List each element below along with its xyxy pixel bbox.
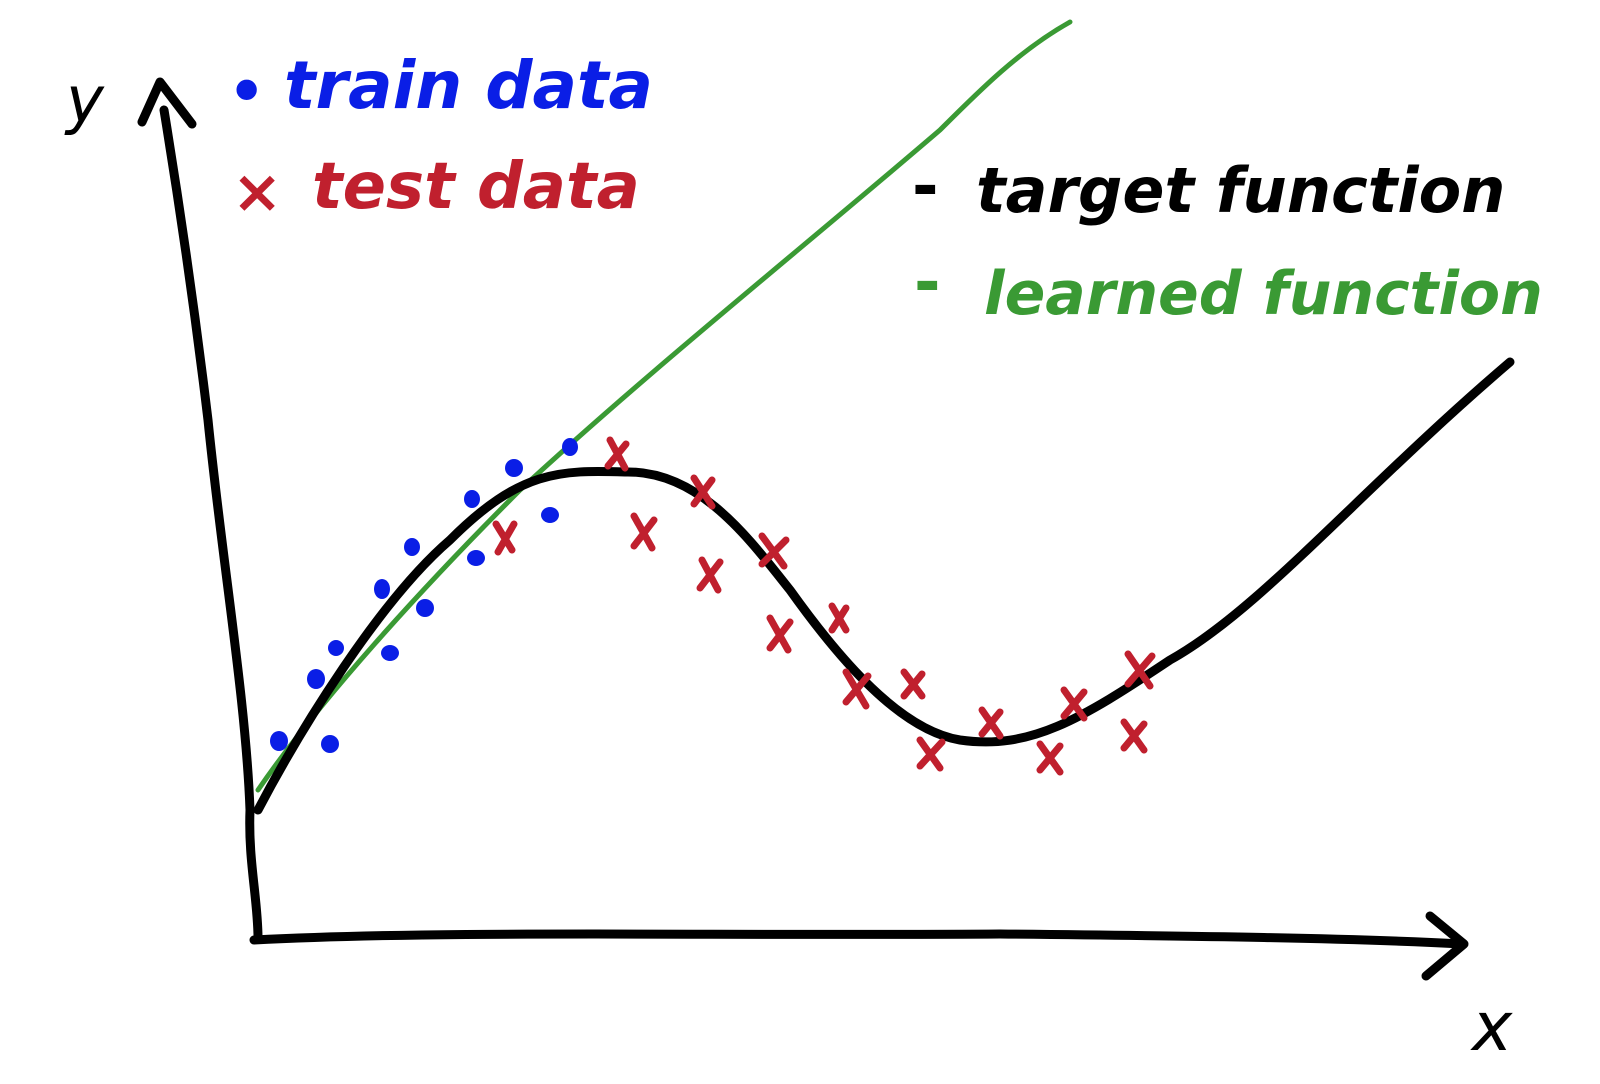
- test-point: [978, 706, 1004, 740]
- test-point: [604, 436, 630, 472]
- legend-learned-marker: -: [914, 246, 941, 320]
- test-point: [1124, 650, 1156, 690]
- learned-function-line: [255, 19, 1073, 793]
- y-axis-label: y: [64, 64, 105, 138]
- test-point: [630, 512, 658, 552]
- test-point: [690, 474, 716, 510]
- train-data-points: [270, 438, 578, 753]
- test-point: [828, 602, 850, 634]
- legend-target-label: target function: [976, 154, 1505, 227]
- train-point: [381, 645, 399, 661]
- legend-train-marker: •: [226, 51, 267, 133]
- test-point: [842, 668, 872, 710]
- train-point: [464, 490, 480, 508]
- test-point: [900, 668, 926, 700]
- target-function-curve: [253, 357, 1515, 815]
- y-axis-arrowhead: [137, 77, 197, 129]
- x-axis-label: x: [1470, 988, 1513, 1067]
- legend-test-marker: ×: [232, 157, 282, 227]
- legend-train-label: train data: [284, 47, 653, 124]
- test-data-points: [492, 436, 1156, 776]
- test-point: [1120, 718, 1148, 754]
- test-point: [766, 614, 794, 654]
- legend-target-marker: -: [912, 150, 939, 224]
- legend: • train data × test data - target functi…: [226, 47, 1543, 329]
- x-axis-arrowhead: [1421, 911, 1469, 981]
- train-point: [270, 731, 288, 751]
- train-point: [404, 538, 420, 556]
- y-axis-line: [159, 105, 263, 943]
- train-point: [328, 640, 344, 656]
- test-point: [1036, 740, 1064, 776]
- train-point: [374, 579, 390, 599]
- train-point: [321, 735, 339, 753]
- train-point: [541, 507, 559, 523]
- train-point: [467, 550, 485, 566]
- train-point: [416, 599, 434, 617]
- axes: [137, 77, 1469, 981]
- test-point: [696, 556, 724, 594]
- test-point: [1060, 686, 1088, 722]
- test-point: [916, 736, 946, 772]
- test-point: [758, 532, 790, 570]
- train-point: [562, 438, 578, 456]
- test-point: [492, 520, 518, 556]
- legend-learned-label: learned function: [984, 259, 1543, 329]
- legend-test-label: test data: [312, 150, 640, 224]
- train-point: [307, 669, 325, 689]
- x-axis-line: [249, 929, 1467, 949]
- train-point: [505, 459, 523, 477]
